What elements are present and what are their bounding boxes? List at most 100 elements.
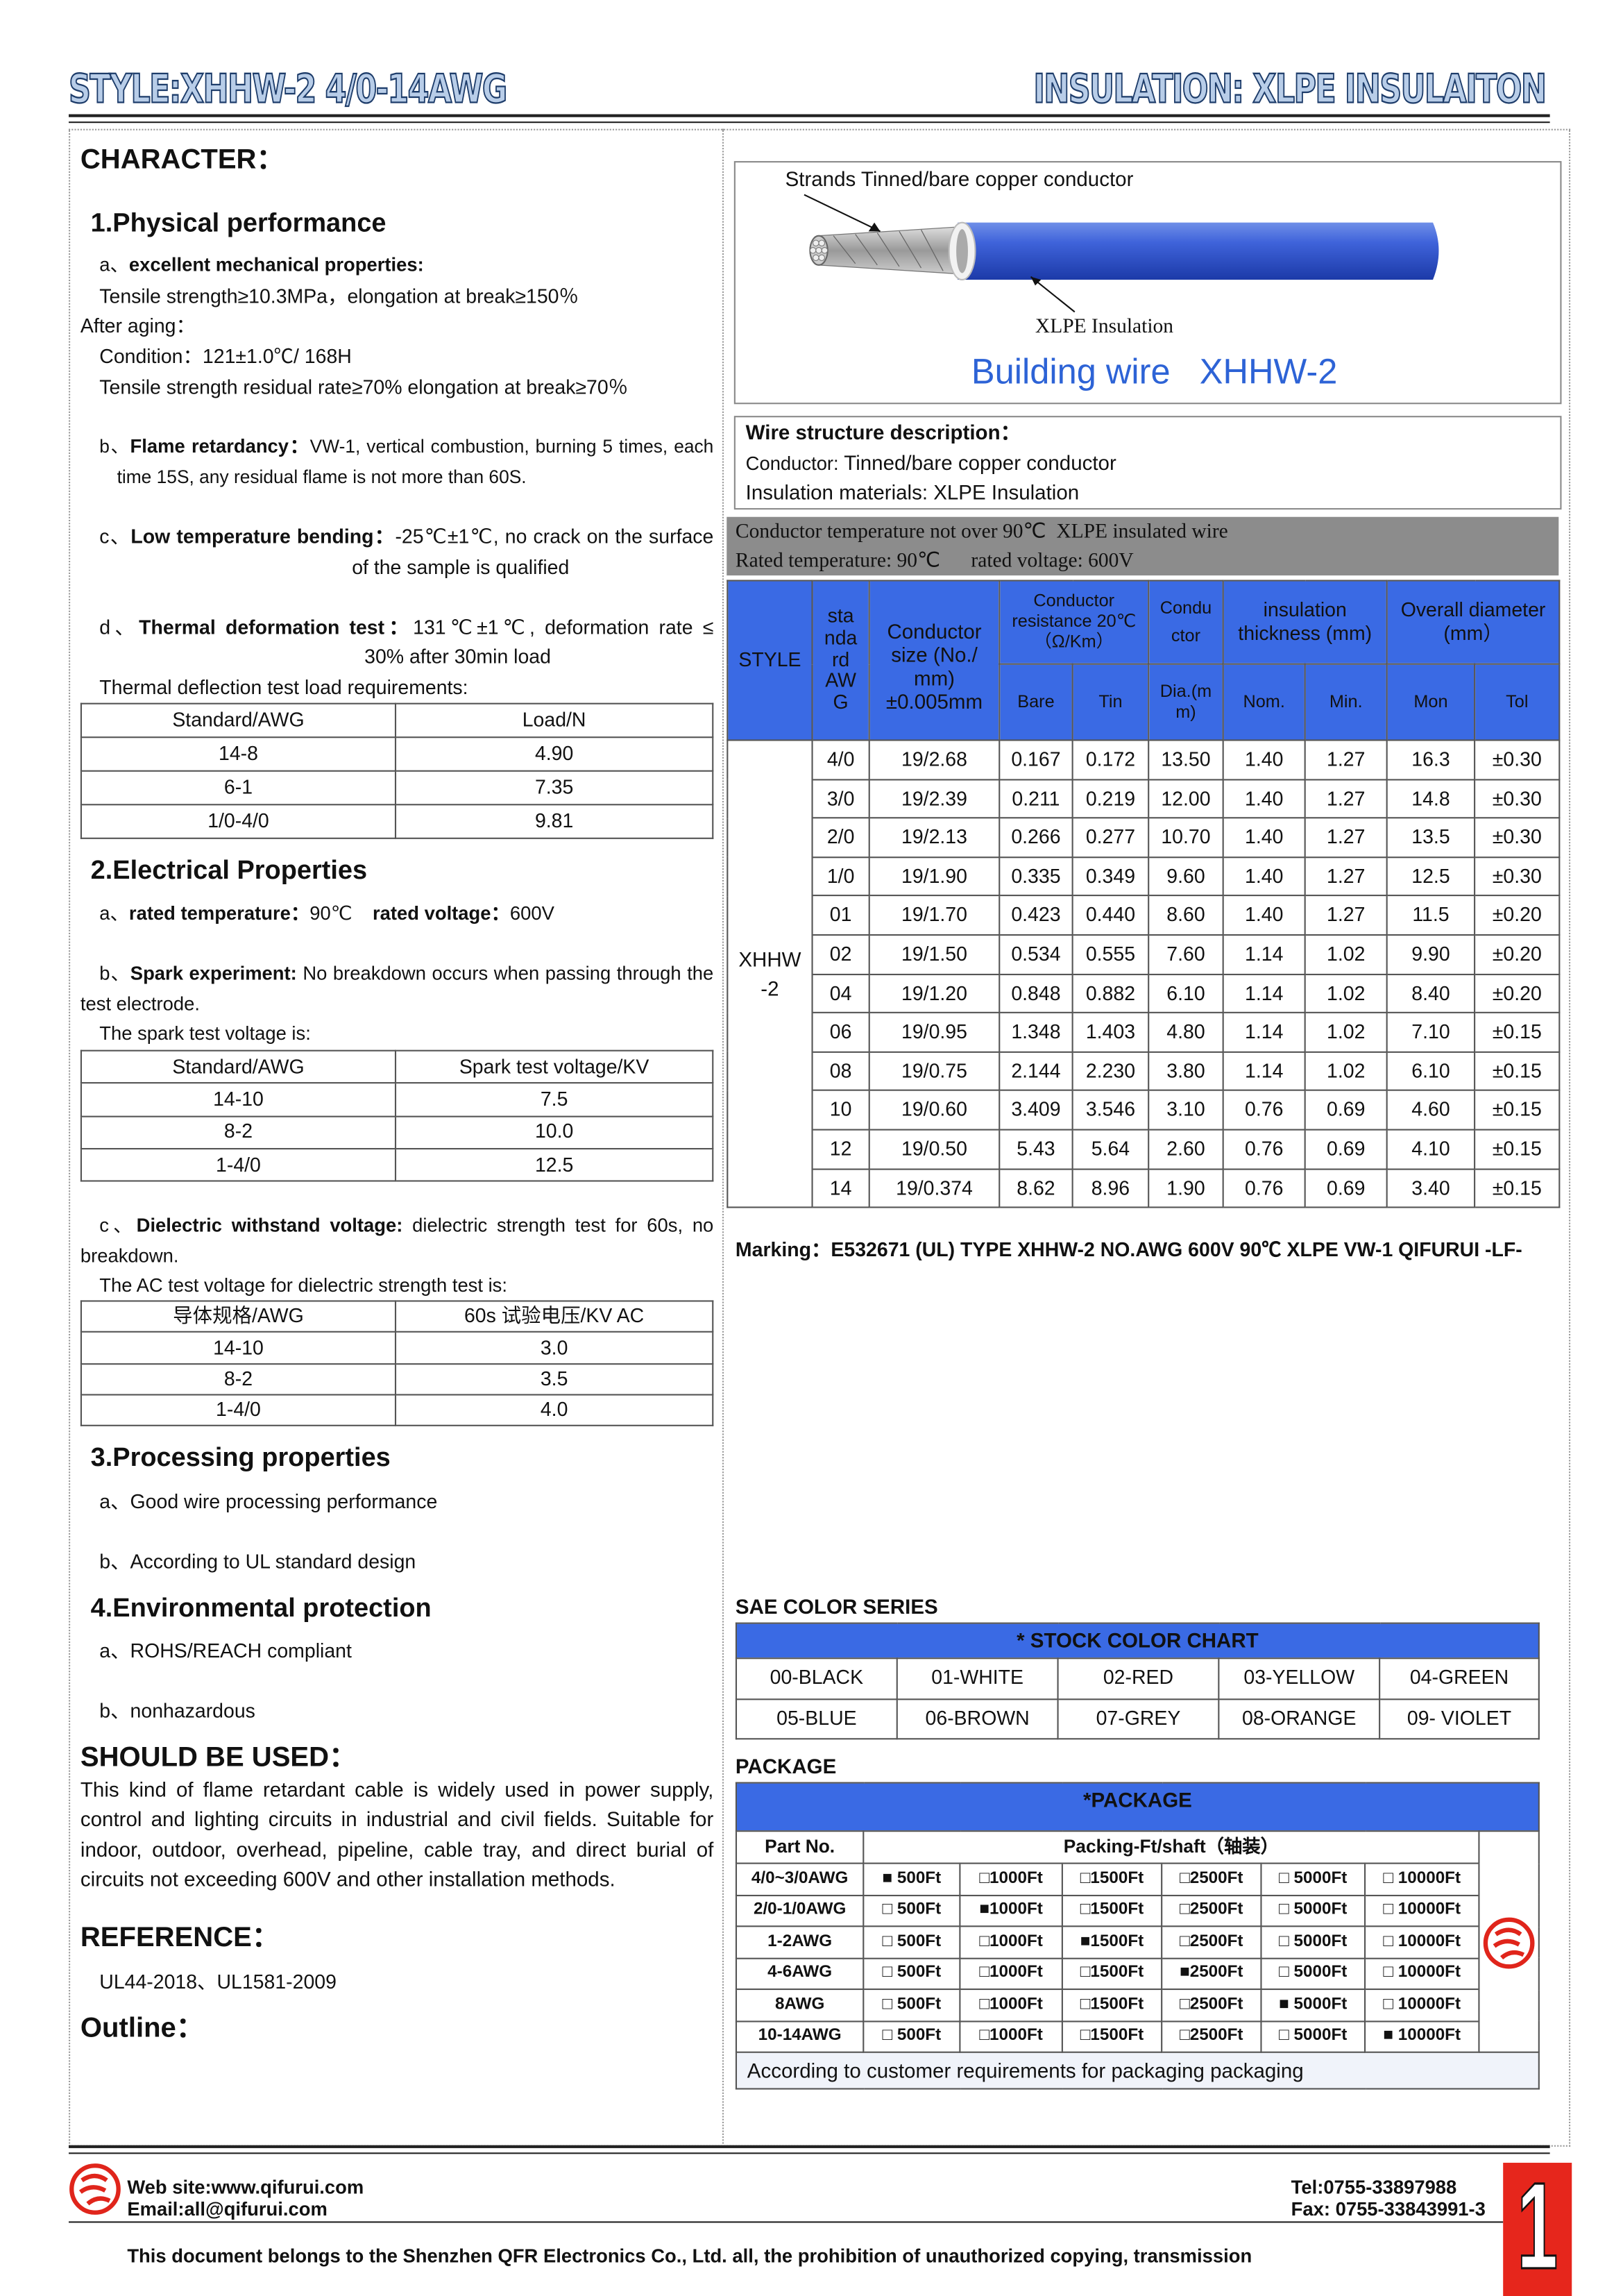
table-cell: 6.10	[1386, 1051, 1476, 1092]
table-cell: □1500Ft	[1061, 1957, 1163, 1991]
subsection-title: 3.Processing properties	[90, 1442, 391, 1472]
item: a、excellent mechanical properties:	[99, 253, 423, 277]
text-line: a、ROHS/REACH compliant	[99, 1639, 352, 1662]
paragraph: This kind of flame retardant cable is wi…	[80, 1778, 714, 1891]
data-table: 导体规格/AWG 60s 试验电压/KV AC 14-10 3.0 8-2 3.5 1-4/…	[80, 1300, 714, 1427]
table-cell: ±0.15	[1474, 1167, 1561, 1208]
item-text: 131℃±1℃, deformation rate ≤	[413, 616, 714, 639]
color-grid: * STOCK COLOR CHART 00-BLACK 01-WHITE 02-RE…	[735, 1622, 1540, 1740]
item-title: rated temperature：	[128, 902, 310, 925]
header-cell: STYLE	[726, 580, 813, 741]
table-cell: 0.76	[1222, 1167, 1306, 1208]
structure-box	[733, 416, 1562, 510]
table-cell: 1.14	[1222, 973, 1306, 1014]
text-line: The AC test voltage for dielectric stren…	[99, 1274, 508, 1297]
table-cell: 19/0.60	[868, 1090, 1001, 1131]
item-label: b、	[99, 436, 130, 457]
cell-line: Dia.(m	[1159, 680, 1212, 701]
table-cell: 19/2.39	[868, 778, 1001, 819]
section-title: Outline：	[80, 2013, 204, 2045]
table-cell: ■ 5000Ft	[1260, 1988, 1366, 2022]
table-row: 00-BLACK 01-WHITE 02-RED 03-YELLOW 04-GREEN	[735, 1657, 1540, 1700]
table-cell: 1.40	[1222, 778, 1306, 819]
table-cell: 12	[811, 1129, 870, 1170]
table-row: *PACKAGE	[735, 1782, 1540, 1832]
table-cell: ±0.15	[1474, 1012, 1561, 1053]
package-table: *PACKAGE Part No. Packing-Ft/shaft（轴装） 4/0~…	[735, 1782, 1540, 2090]
rating-note: Rated temperature: 90℃ rated voltage: 60…	[735, 550, 1134, 573]
table-cell: 1.14	[1222, 1012, 1306, 1053]
rule	[69, 121, 1550, 124]
table-cell: 13.5	[1386, 817, 1476, 858]
header-cell: *PACKAGE	[735, 1782, 1540, 1832]
marking: Marking：E532671 (UL) TYPE XHHW-2 NO.AWG …	[735, 1238, 1522, 1261]
header-cell: Spark test voltage/KV	[394, 1049, 714, 1084]
item-text: VW-1, vertical combustion, burning 5 tim…	[309, 436, 714, 457]
table-cell: 1.348	[999, 1012, 1073, 1053]
table-cell: 0.882	[1071, 973, 1150, 1014]
header-cell: Conductor size (No./ mm) ±0.005mm	[868, 580, 1001, 741]
table-cell: 3.80	[1148, 1051, 1224, 1092]
style-title: STYLE:XHHW-2 4/0-14AWG	[68, 67, 508, 114]
table-cell: ±0.30	[1474, 856, 1561, 897]
rating-note: Conductor temperature not over 90℃ XLPE …	[735, 521, 1228, 543]
table-cell: □1500Ft	[1061, 1988, 1163, 2022]
table-cell: 10-14AWG	[735, 2020, 865, 2053]
table-cell: 7.5	[394, 1082, 714, 1117]
wire-illustration	[804, 194, 1439, 313]
page-box	[1503, 2163, 1572, 2296]
table-row: 04 19/1.20 0.848 0.882 6.10 1.14 1.02 8.40 ±0.20	[727, 973, 1561, 1014]
table-cell: 8.40	[1386, 973, 1476, 1014]
table-cell: 0.335	[999, 856, 1073, 897]
table-cell: □1500Ft	[1061, 1862, 1163, 1896]
data-table: Standard/AWG Spark test voltage/KV 14-10 7.…	[80, 1049, 714, 1182]
text-line: Insulation materials: XLPE Insulation	[745, 480, 1080, 504]
header-cell: Tol	[1474, 663, 1561, 741]
cell-line: Condu	[1159, 597, 1212, 618]
divider	[722, 128, 724, 2144]
table-cell: 04-GREEN	[1379, 1657, 1540, 1700]
cell-line: XHHW	[738, 947, 801, 971]
rule	[69, 114, 1550, 117]
cell-line: AW	[825, 670, 857, 692]
table-cell: □1000Ft	[959, 1957, 1063, 1991]
section-title: PACKAGE	[735, 1754, 837, 1778]
header-cell: Bare	[999, 663, 1073, 741]
table-row: 8-2 10.0	[80, 1115, 714, 1149]
table-row: 8-2 3.5	[80, 1362, 714, 1396]
table-cell: 06	[811, 1012, 870, 1053]
item-text: No breakdown occurs when passing through…	[303, 962, 714, 984]
section-title: REFERENCE：	[80, 1923, 280, 1954]
item-label: a、	[99, 253, 129, 276]
text-line: 30% after 30min load	[364, 645, 551, 668]
section-title: SHOULD BE USED：	[80, 1742, 357, 1773]
table-row: 2/0 19/2.13 0.266 0.277 10.70 1.40 1.27 13.5 ±0.…	[727, 817, 1561, 858]
table-row: 14-8 4.90	[80, 736, 714, 772]
table-cell: 1.40	[1222, 856, 1306, 897]
table-cell: 1.403	[1071, 1012, 1150, 1053]
table-cell: □1500Ft	[1061, 1893, 1163, 1927]
subsection-title: 1.Physical performance	[90, 208, 386, 237]
table-cell: 12.5	[394, 1147, 714, 1182]
table-row: 4-6AWG □ 500Ft □1000Ft □1500Ft ■2500Ft □ 5000…	[735, 1957, 1539, 1991]
table-cell: 16.3	[1386, 739, 1476, 780]
load-table: Standard/AWG Load/N 14-8 4.90 6-1 7.35 1/0-4/0…	[80, 702, 714, 839]
table-cell: ■ 10000Ft	[1364, 2020, 1480, 2053]
diagram-caption: Building wire XHHW-2	[971, 353, 1338, 393]
rating-band	[726, 516, 1559, 576]
table-cell: 0.848	[999, 973, 1073, 1014]
table-cell: □1000Ft	[959, 2020, 1063, 2053]
item-text: dielectric strength test for 60s, no	[412, 1213, 714, 1236]
table-cell: 02	[811, 934, 870, 975]
table-cell: ±0.20	[1474, 934, 1561, 975]
table-cell: 0.277	[1071, 817, 1150, 858]
table-cell: 19/2.13	[868, 817, 1001, 858]
table-row: 12 19/0.50 5.43 5.64 2.60 0.76 0.69 4.10 ±0.15	[727, 1129, 1561, 1170]
header-cell: Mon	[1386, 663, 1476, 741]
rule	[69, 2152, 1550, 2154]
table-cell: □2500Ft	[1161, 1893, 1262, 1927]
table-cell: □ 5000Ft	[1260, 1957, 1366, 1991]
table-cell: 19/0.95	[868, 1012, 1001, 1053]
table-cell: 03-YELLOW	[1218, 1657, 1381, 1700]
